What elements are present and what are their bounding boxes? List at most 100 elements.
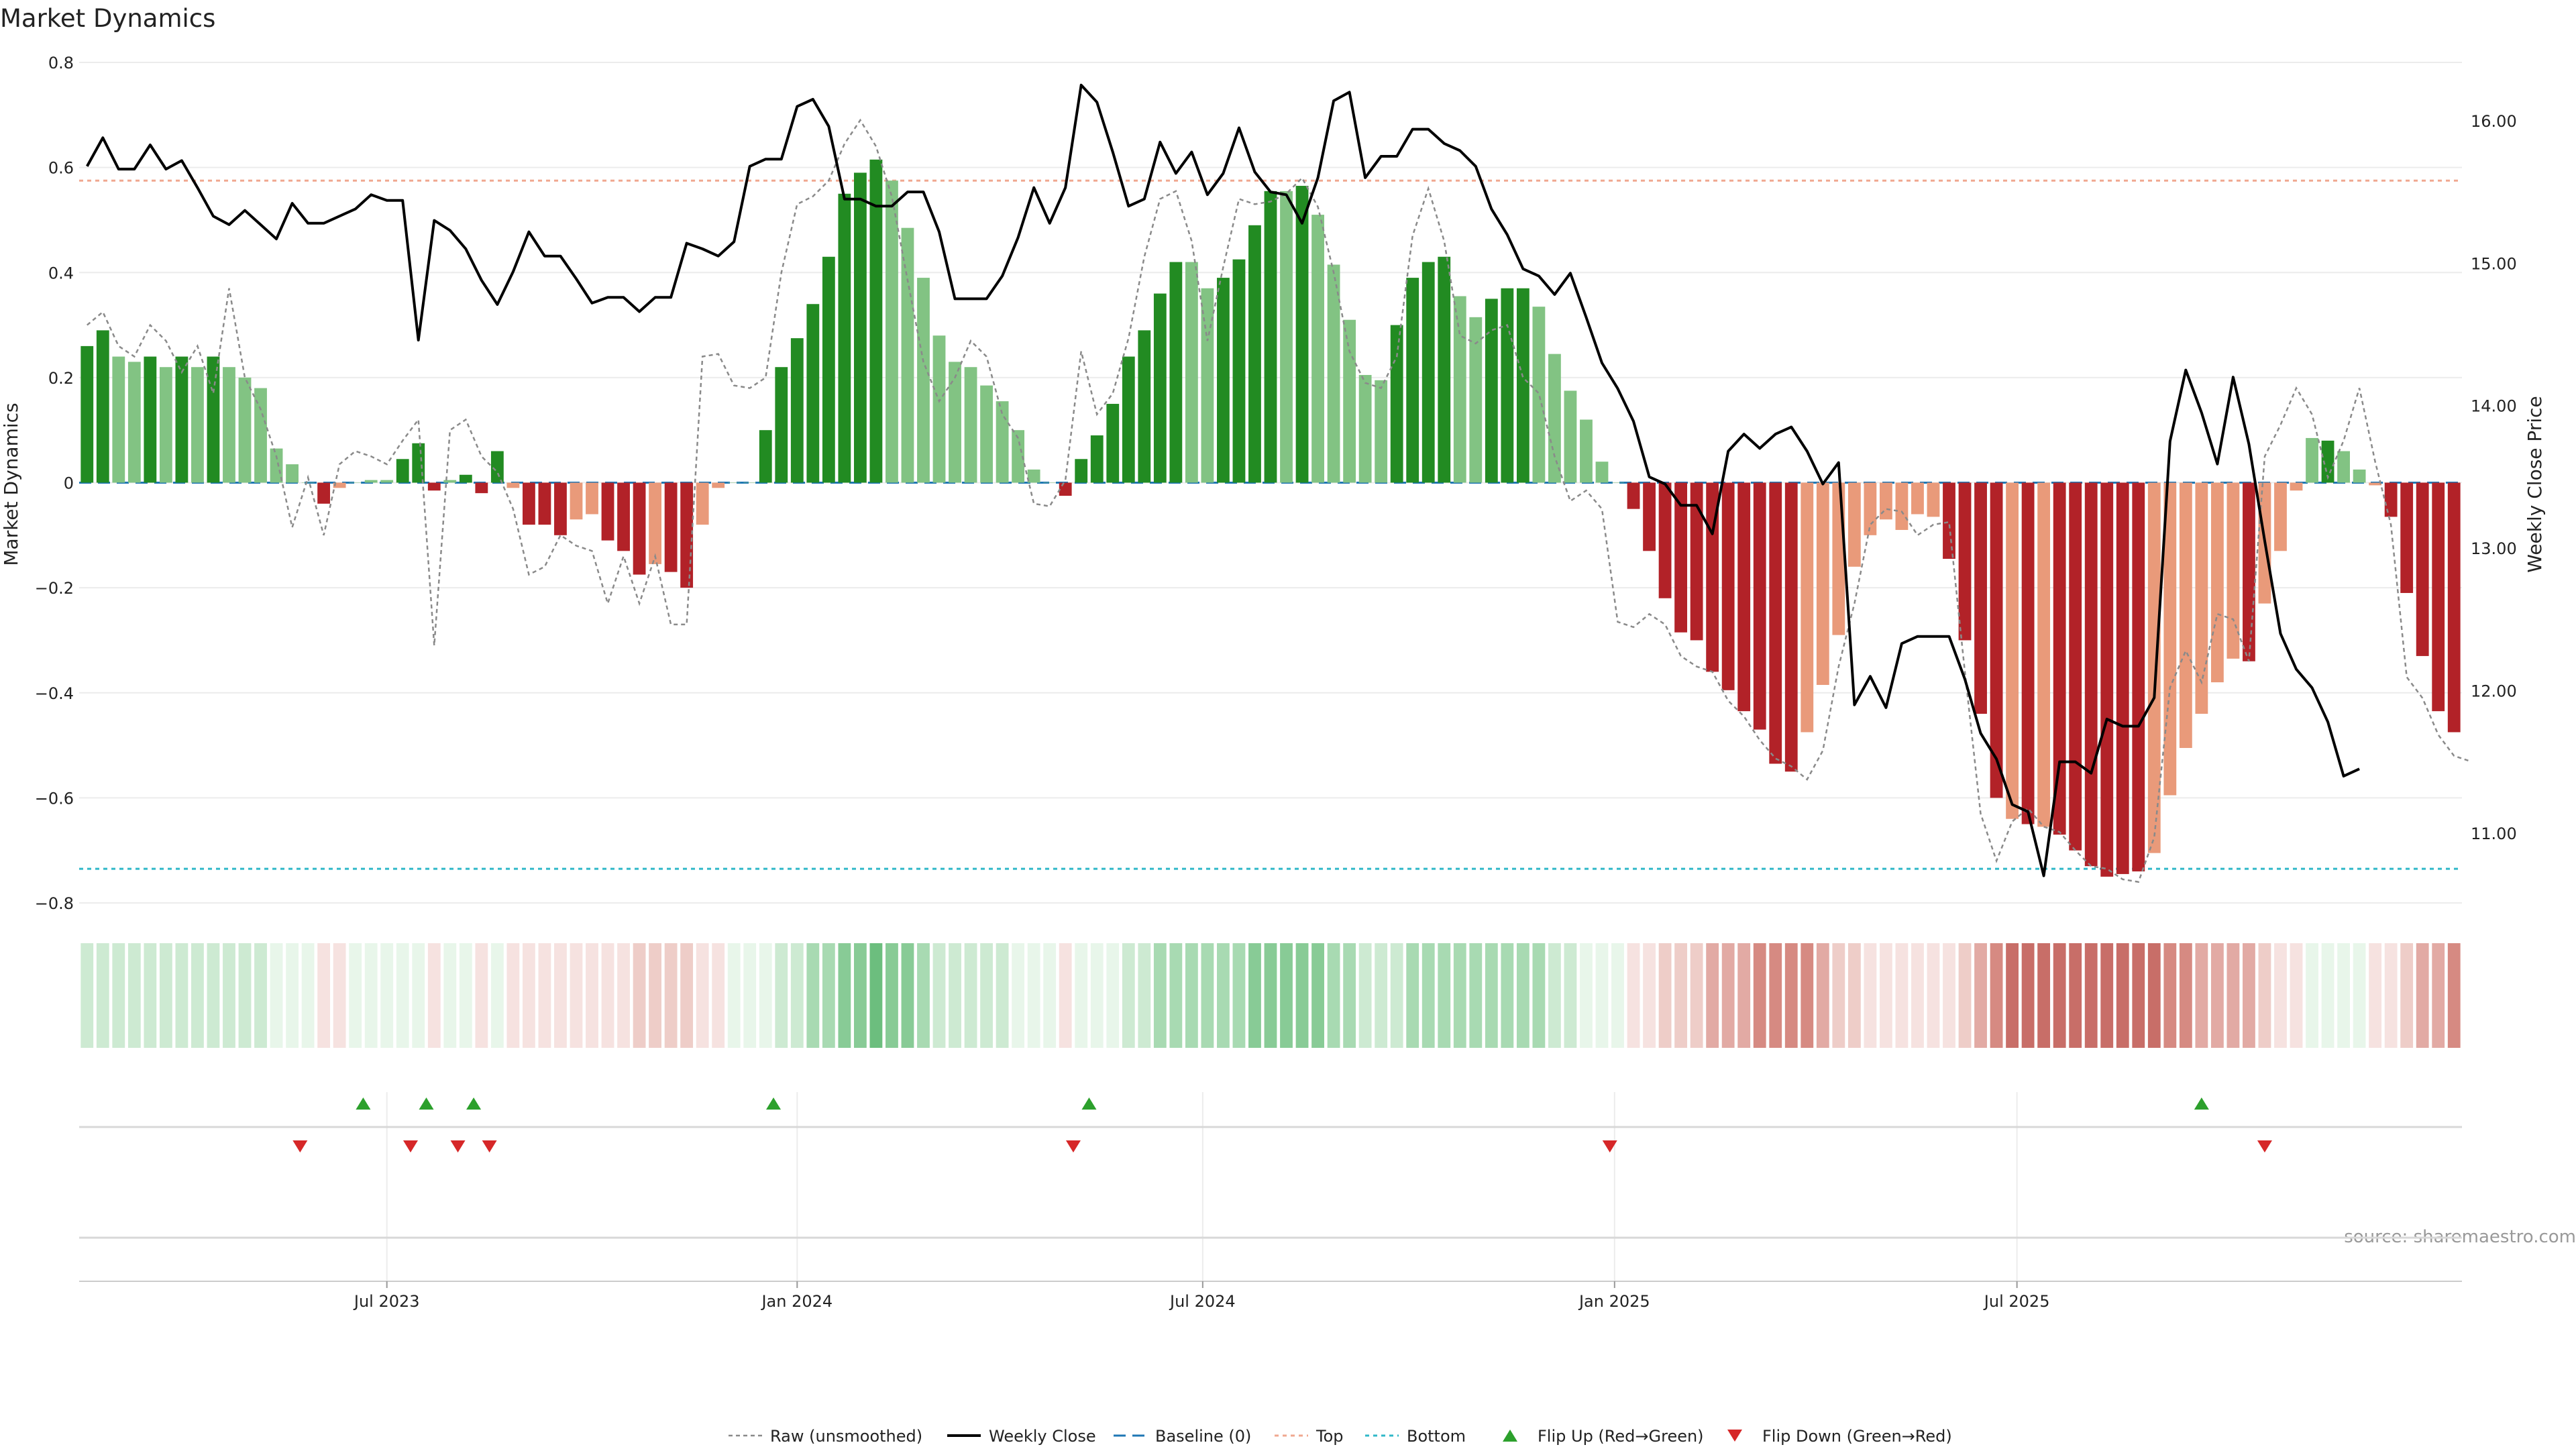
strip-cell	[806, 943, 820, 1048]
dynamics-bar	[364, 480, 378, 483]
price-line	[86, 83, 2360, 877]
dynamics-bar	[696, 482, 709, 525]
strip-cell	[1343, 943, 1356, 1048]
dynamics-bar	[2210, 482, 2224, 683]
strip-cell	[1122, 943, 1135, 1048]
dynamics-bar	[1895, 482, 1909, 530]
dynamics-bar	[2416, 482, 2429, 656]
strip-cell	[775, 943, 788, 1048]
dynamics-bar	[2369, 482, 2382, 486]
strip-cell	[2337, 943, 2350, 1048]
right-tick-label: 11.00	[2471, 824, 2517, 843]
dynamics-bar	[2447, 482, 2461, 733]
dynamics-bar	[1564, 390, 1577, 483]
strip-cell	[586, 943, 598, 1048]
strip-cell	[980, 943, 993, 1048]
dynamics-bar	[1816, 482, 1829, 686]
strip-cell	[2132, 943, 2145, 1048]
dynamics-bar	[2400, 482, 2414, 593]
strip-cell	[1690, 943, 1703, 1048]
strip-cell	[790, 943, 804, 1048]
strip-cell	[523, 943, 535, 1048]
dynamics-bar	[1390, 325, 1403, 483]
strip-cell	[949, 943, 961, 1048]
strip-cell	[1375, 943, 1388, 1048]
strip-cell	[1012, 943, 1025, 1048]
strip-cell	[1232, 943, 1246, 1048]
strip-cell	[853, 943, 867, 1048]
dynamics-bar	[2290, 482, 2303, 491]
dynamics-bar	[1169, 262, 1183, 483]
dynamics-bar	[1611, 482, 1624, 483]
dynamics-bar	[1421, 262, 1435, 483]
dynamics-bar	[1406, 278, 1419, 483]
dynamics-bar	[1580, 419, 1593, 483]
strip-cell	[1390, 943, 1403, 1048]
dynamics-bar	[2147, 482, 2161, 853]
strip-cell	[159, 943, 172, 1048]
dynamics-bar	[1974, 482, 1987, 714]
dynamics-bar	[649, 482, 662, 564]
strip-cell	[1784, 943, 1798, 1048]
dynamics-bar	[1438, 256, 1451, 483]
dynamics-bar	[1674, 482, 1688, 633]
strip-cell	[1832, 943, 1845, 1048]
strip-cell	[1201, 943, 1214, 1048]
dynamics-bar	[317, 482, 331, 504]
x-tick-label: Jul 2024	[1169, 1292, 1236, 1311]
flip-down-marker	[1602, 1140, 1617, 1152]
dynamics-bar	[1217, 278, 1230, 483]
dynamics-bar	[1911, 482, 1924, 515]
dynamics-bar	[80, 345, 94, 483]
strip-cell	[2432, 943, 2445, 1048]
dynamics-bar	[412, 443, 425, 483]
dynamics-bar	[1358, 374, 1372, 483]
dynamics-bar	[1106, 404, 1120, 483]
strip-cell	[1295, 943, 1309, 1048]
dynamics-bar	[380, 480, 394, 483]
strip-cell	[301, 943, 315, 1048]
strip-cell	[427, 943, 441, 1048]
dynamics-bar	[175, 356, 189, 483]
raw-line	[86, 118, 2471, 883]
strip-cell	[1358, 943, 1372, 1048]
dynamics-bar	[2116, 482, 2129, 874]
dynamics-bar	[2100, 482, 2114, 877]
strip-cell	[570, 943, 583, 1048]
dynamics-bar	[1469, 317, 1483, 483]
dynamics-bar	[349, 482, 362, 483]
strip-cell	[1564, 943, 1577, 1048]
left-tick-label: 0.4	[48, 264, 74, 282]
dynamics-bar	[2069, 482, 2082, 851]
x-tick-label: Jul 2025	[1983, 1292, 2050, 1311]
dynamics-bar	[238, 377, 252, 483]
strip-cell	[270, 943, 283, 1048]
strip-cell	[838, 943, 851, 1048]
strip-cell	[1106, 943, 1120, 1048]
dynamics-bar	[1185, 262, 1198, 483]
dynamics-bar	[506, 482, 520, 488]
strip-cell	[1453, 943, 1466, 1048]
strip-cell	[2369, 943, 2382, 1048]
strip-cell	[1721, 943, 1735, 1048]
dynamics-bar	[2084, 482, 2098, 867]
legend-label: Raw (unsmoothed)	[770, 1427, 922, 1446]
dynamics-bar	[1280, 191, 1293, 483]
strip-cell	[2353, 943, 2366, 1048]
dynamics-bar	[1958, 482, 1972, 641]
strip-cell	[1027, 943, 1040, 1048]
strip-cell	[1706, 943, 1719, 1048]
dynamics-bar	[1485, 299, 1498, 483]
dynamics-bar	[191, 367, 204, 483]
strip-cell	[1643, 943, 1656, 1048]
strip-cell	[822, 943, 835, 1048]
right-tick-label: 12.00	[2471, 682, 2517, 700]
strip-cell	[317, 943, 331, 1048]
dynamics-bar	[727, 482, 741, 483]
strip-cell	[901, 943, 914, 1048]
dynamics-bar	[301, 482, 315, 483]
legend-swatch	[1727, 1430, 1742, 1442]
chart-title: Market Dynamics	[0, 4, 215, 33]
legend-label: Top	[1316, 1427, 1344, 1446]
strip-cell	[1548, 943, 1561, 1048]
